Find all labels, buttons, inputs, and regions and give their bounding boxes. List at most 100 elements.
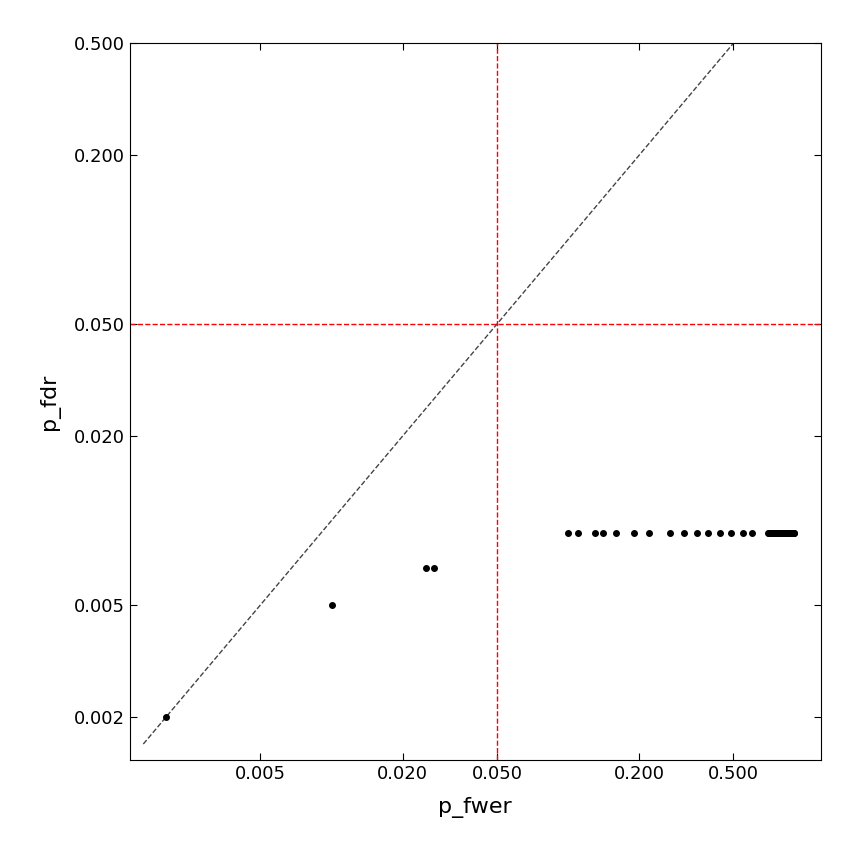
Point [774,526,788,540]
Point [778,526,791,540]
Point [783,526,797,540]
Point [779,526,793,540]
Point [781,526,795,540]
Point [786,526,800,540]
Point [779,526,793,540]
Point [777,526,791,540]
Point [780,526,794,540]
Point [778,526,792,540]
Point [770,526,784,540]
Point [766,526,780,540]
Point [773,526,787,540]
Point [766,526,780,540]
Point [784,526,797,540]
Point [596,526,610,540]
Point [770,526,784,540]
Point [779,526,793,540]
Point [780,526,794,540]
Point [701,526,715,540]
Point [775,526,789,540]
Point [776,526,790,540]
Point [776,526,790,540]
Point [773,526,787,540]
Point [763,526,777,540]
Point [775,526,789,540]
Point [778,526,792,540]
Point [784,526,797,540]
Point [787,526,801,540]
Point [770,526,784,540]
Point [427,562,441,575]
Point [690,526,704,540]
Point [419,562,433,575]
Point [677,526,691,540]
Point [714,526,727,540]
Point [767,526,781,540]
Point [772,526,786,540]
Point [774,526,788,540]
Point [784,526,797,540]
Point [664,526,677,540]
Point [768,526,782,540]
Point [761,526,775,540]
Point [785,526,798,540]
Point [772,526,786,540]
Point [767,526,781,540]
Point [766,526,780,540]
Point [776,526,790,540]
Point [772,526,786,540]
Point [785,526,799,540]
Point [736,526,750,540]
Point [769,526,783,540]
Point [780,526,794,540]
Point [764,526,778,540]
Point [775,526,789,540]
Point [571,526,585,540]
Point [772,526,786,540]
Point [773,526,787,540]
Point [775,526,789,540]
Point [778,526,791,540]
Point [746,526,759,540]
Point [776,526,790,540]
Point [781,526,795,540]
Point [780,526,794,540]
Point [770,526,784,540]
Point [765,526,778,540]
Point [785,526,798,540]
Point [778,526,792,540]
Point [562,526,575,540]
Point [786,526,800,540]
Point [777,526,791,540]
Point [325,598,339,612]
Point [765,526,778,540]
Point [588,526,602,540]
X-axis label: p_fwer: p_fwer [438,797,512,818]
Point [778,526,791,540]
Point [772,526,786,540]
Point [776,526,790,540]
Point [761,526,775,540]
Point [784,526,797,540]
Point [766,526,779,540]
Point [780,526,794,540]
Point [770,526,784,540]
Point [773,526,787,540]
Point [764,526,778,540]
Point [768,526,782,540]
Point [780,526,794,540]
Point [771,526,785,540]
Point [778,526,791,540]
Point [771,526,785,540]
Point [159,710,173,724]
Point [778,526,791,540]
Point [642,526,656,540]
Point [627,526,641,540]
Point [778,526,791,540]
Point [775,526,789,540]
Point [772,526,785,540]
Point [779,526,793,540]
Y-axis label: p_fdr: p_fdr [39,373,60,430]
Point [609,526,623,540]
Point [725,526,739,540]
